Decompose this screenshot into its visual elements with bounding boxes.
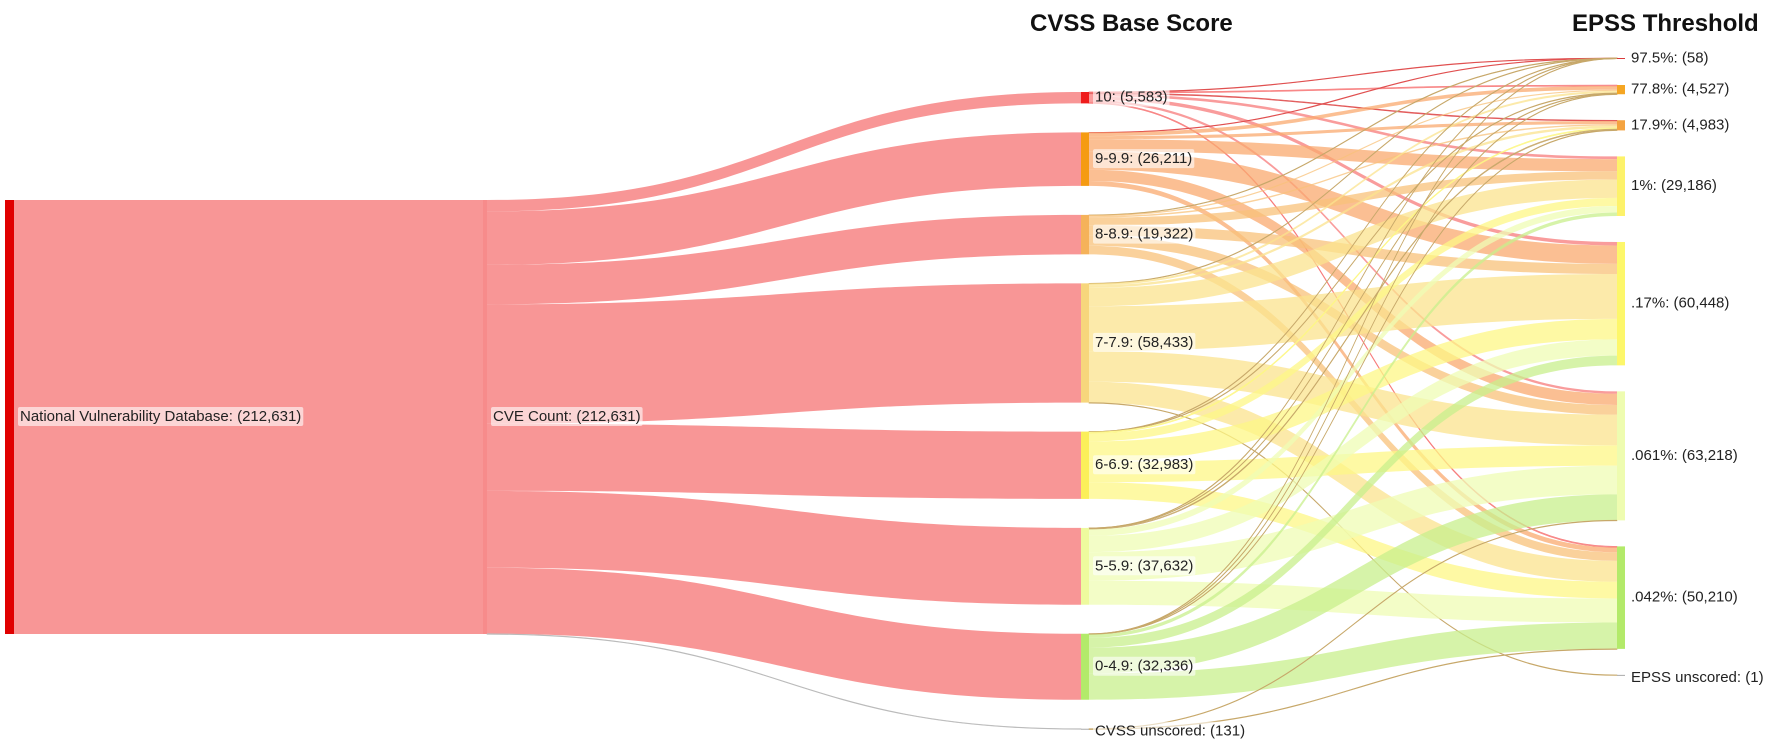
node-label-bg-c6 [1093, 455, 1196, 475]
node-bar-c7[interactable] [1081, 283, 1089, 403]
node-label-bg-nvd [18, 406, 304, 426]
node-label-cun: CVSS unscored: (131) [1095, 723, 1245, 740]
node-bar-c6[interactable] [1081, 431, 1089, 499]
epss-column-header: EPSS Threshold [1572, 10, 1759, 37]
node-bar-nvd[interactable] [5, 200, 14, 634]
node-label-bg-c0 [1093, 656, 1196, 676]
node-bar-c8[interactable] [1081, 214, 1089, 255]
node-bar-eun[interactable] [1617, 674, 1625, 676]
link-c9-e061 [1089, 169, 1617, 405]
link-c8-e778 [1089, 89, 1617, 217]
node-label-e1: 1%: (29,186) [1631, 177, 1717, 194]
link-c9-e778 [1089, 86, 1617, 137]
link-c7-e042 [1089, 381, 1617, 582]
link-c9-e179 [1089, 121, 1617, 140]
node-label-e061: .061%: (63,218) [1631, 447, 1738, 464]
link-cve-c6 [487, 423, 1081, 499]
link-c7-e778 [1089, 90, 1617, 286]
node-label-cve: CVE Count: (212,631) [493, 408, 641, 425]
link-c0-e042 [1089, 622, 1617, 700]
link-cve-c5 [487, 490, 1081, 605]
node-bar-e975[interactable] [1617, 58, 1625, 59]
link-cve-c8 [487, 214, 1081, 305]
link-c6-e042 [1089, 482, 1617, 599]
node-label-c0: 0-4.9: (32,336) [1095, 658, 1193, 675]
node-label-bg-e042 [1629, 587, 1740, 607]
node-label-nvd: National Vulnerability Database: (212,63… [20, 408, 301, 425]
link-c7-e1 [1089, 179, 1617, 307]
node-label-e017: .17%: (60,448) [1631, 295, 1729, 312]
node-bar-e179[interactable] [1617, 120, 1625, 131]
node-label-c9: 9-9.9: (26,211) [1095, 150, 1192, 167]
link-c0-e017 [1089, 355, 1617, 648]
node-bar-c10[interactable] [1081, 92, 1089, 104]
node-label-bg-c9 [1093, 149, 1195, 169]
link-c6-e017 [1089, 318, 1617, 462]
node-label-c5: 5-5.9: (37,632) [1095, 557, 1193, 574]
node-bar-e778[interactable] [1617, 85, 1625, 95]
node-label-bg-e179 [1629, 115, 1732, 135]
link-cve-c10 [487, 92, 1081, 212]
node-label-bg-e061 [1629, 445, 1740, 465]
link-c0-e179 [1088, 129, 1618, 635]
labels-layer: National Vulnerability Database: (212,63… [18, 48, 1766, 741]
link-c5-e061 [1089, 465, 1617, 581]
link-cun-e061 [1088, 519, 1618, 730]
node-label-bg-c5 [1093, 556, 1196, 576]
node-bar-e017[interactable] [1617, 241, 1625, 366]
node-label-bg-c7 [1093, 332, 1196, 352]
link-c9-e042 [1089, 181, 1617, 553]
node-label-bg-c10 [1093, 87, 1170, 107]
node-label-c8: 8-8.9: (19,322) [1095, 226, 1193, 243]
link-c9-e1 [1089, 139, 1617, 172]
link-c6-e061 [1089, 445, 1617, 483]
node-label-c7: 7-7.9: (58,433) [1095, 334, 1193, 351]
cvss-column-header: CVSS Base Score [1030, 10, 1233, 37]
node-label-c10: 10: (5,583) [1095, 89, 1168, 106]
link-c10-e1 [1089, 93, 1617, 160]
nodes-layer [5, 58, 1625, 730]
link-cve-c0 [487, 567, 1081, 700]
link-c7-e017 [1089, 274, 1617, 352]
node-label-e778: 77.8%: (4,527) [1631, 81, 1729, 98]
node-bar-cve[interactable] [483, 200, 487, 634]
node-bar-c9[interactable] [1081, 132, 1089, 186]
link-c0-e1 [1089, 212, 1617, 638]
link-c6-e1 [1089, 197, 1617, 442]
link-cve-c9 [487, 132, 1081, 265]
node-label-bg-e017 [1629, 293, 1732, 313]
link-cve-c7 [487, 283, 1081, 424]
links-layer [14, 57, 1618, 730]
link-c7-e179 [1089, 125, 1617, 288]
node-label-bg-e975 [1629, 48, 1711, 68]
node-label-bg-eun [1629, 667, 1766, 687]
node-bar-cun[interactable] [1081, 728, 1089, 730]
node-label-bg-c8 [1093, 224, 1196, 244]
link-c0-e061 [1089, 494, 1617, 674]
node-label-c6: 6-6.9: (32,983) [1095, 456, 1193, 473]
node-bar-c5[interactable] [1081, 527, 1089, 605]
link-c5-e017 [1089, 339, 1617, 553]
node-label-bg-cun [1093, 721, 1248, 741]
node-label-bg-cve [491, 406, 643, 426]
node-bar-e042[interactable] [1617, 546, 1625, 649]
link-c8-e1 [1089, 171, 1617, 226]
link-c5-e1 [1089, 206, 1617, 536]
node-label-e975: 97.5%: (58) [1631, 49, 1709, 66]
node-bar-e061[interactable] [1617, 391, 1625, 521]
node-bar-e1[interactable] [1617, 156, 1625, 216]
link-cun-e042 [1088, 648, 1618, 730]
node-label-e179: 17.9%: (4,983) [1631, 116, 1729, 133]
node-label-e042: .042%: (50,210) [1631, 589, 1738, 606]
node-bar-c0[interactable] [1081, 633, 1089, 700]
link-c10-e975 [1088, 57, 1618, 93]
node-label-eun: EPSS unscored: (1) [1631, 669, 1764, 686]
node-label-bg-e1 [1629, 176, 1719, 196]
node-label-bg-e778 [1629, 79, 1732, 99]
link-c0-e778 [1088, 93, 1618, 635]
